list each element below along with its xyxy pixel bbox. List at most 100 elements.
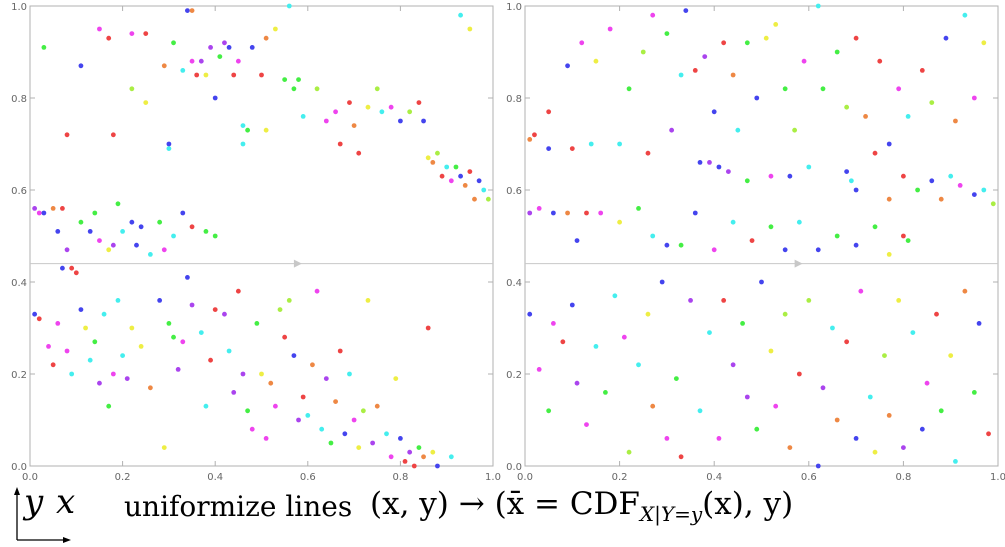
data-point <box>203 403 209 409</box>
y-tick-label: 0.6 <box>506 186 522 197</box>
data-point <box>138 224 144 230</box>
y-tick-label: 1.0 <box>11 2 27 13</box>
data-point <box>626 86 632 92</box>
y-tick-label: 0.4 <box>506 278 522 289</box>
data-point <box>853 35 859 41</box>
data-point <box>245 127 251 133</box>
data-point <box>296 77 301 82</box>
x-tick-label: 0.6 <box>801 472 817 483</box>
x-tick-label: 0.2 <box>115 472 131 483</box>
data-point <box>593 58 599 64</box>
data-point <box>858 288 864 294</box>
data-point <box>607 26 613 32</box>
data-point <box>730 72 736 78</box>
data-point <box>716 436 722 441</box>
data-point <box>430 160 436 165</box>
data-point <box>398 118 403 124</box>
data-point <box>574 380 580 386</box>
data-point <box>439 173 445 179</box>
data-point <box>938 408 944 414</box>
data-point <box>678 242 684 248</box>
data-point <box>584 210 589 216</box>
data-point <box>32 311 38 317</box>
data-point <box>678 454 684 460</box>
data-point <box>175 367 181 372</box>
data-point <box>626 449 632 455</box>
data-point <box>924 380 930 386</box>
data-point <box>360 408 366 414</box>
data-point <box>565 210 570 216</box>
data-point <box>598 210 604 216</box>
data-point <box>820 86 826 92</box>
data-point <box>171 233 176 239</box>
data-point <box>198 58 204 64</box>
data-point <box>546 146 552 152</box>
data-point <box>603 390 608 395</box>
data-point <box>815 463 821 469</box>
data-point <box>147 252 153 257</box>
data-point <box>971 390 977 395</box>
data-point <box>853 187 859 193</box>
data-point <box>217 54 223 59</box>
data-point <box>78 219 84 225</box>
data-point <box>896 298 902 303</box>
x-tick-label: 0.4 <box>706 472 722 483</box>
data-point <box>929 178 935 184</box>
caption-formula-sub: X|Y=y <box>639 502 703 527</box>
data-point <box>235 288 241 294</box>
data-point <box>981 187 987 193</box>
data-point <box>342 431 348 437</box>
data-point <box>815 247 821 253</box>
data-point <box>416 445 422 450</box>
data-point <box>721 298 727 303</box>
data-point <box>740 321 745 326</box>
data-point <box>617 141 622 147</box>
data-point <box>844 169 850 175</box>
data-point <box>872 224 878 230</box>
data-point <box>161 247 167 253</box>
data-point <box>971 95 977 101</box>
data-point <box>110 242 116 248</box>
data-point <box>185 8 190 14</box>
data-point <box>707 330 712 335</box>
data-point <box>226 348 232 354</box>
data-point <box>46 344 51 349</box>
data-point <box>702 54 708 59</box>
data-point <box>194 72 200 78</box>
data-point <box>782 86 788 92</box>
data-point <box>50 206 56 211</box>
y-tick-label: 0.6 <box>11 186 27 197</box>
caption-var-x: x <box>56 482 76 522</box>
data-point <box>773 22 779 27</box>
data-point <box>87 229 93 234</box>
data-point <box>171 40 176 46</box>
data-point <box>83 325 88 331</box>
data-point <box>365 298 371 303</box>
data-point <box>323 376 329 381</box>
data-point <box>421 118 426 124</box>
x-tick-label: 0.4 <box>207 472 223 483</box>
data-point <box>645 311 651 317</box>
data-point <box>416 100 422 105</box>
data-point <box>263 436 269 441</box>
data-point <box>588 141 594 147</box>
data-point <box>129 325 135 331</box>
data-point <box>231 390 237 395</box>
data-point <box>948 173 954 179</box>
data-point <box>640 49 646 55</box>
data-point <box>87 357 93 363</box>
data-point <box>166 146 172 152</box>
data-point <box>730 219 736 225</box>
data-point <box>69 371 75 377</box>
data-point <box>796 219 802 225</box>
data-point <box>351 123 357 128</box>
data-point <box>957 183 963 188</box>
data-point <box>716 164 722 170</box>
data-point <box>688 298 693 303</box>
data-point <box>78 307 84 312</box>
data-point <box>476 178 482 184</box>
data-point <box>919 68 925 73</box>
data-point <box>305 413 311 418</box>
data-point <box>834 417 840 423</box>
data-point <box>282 334 288 340</box>
